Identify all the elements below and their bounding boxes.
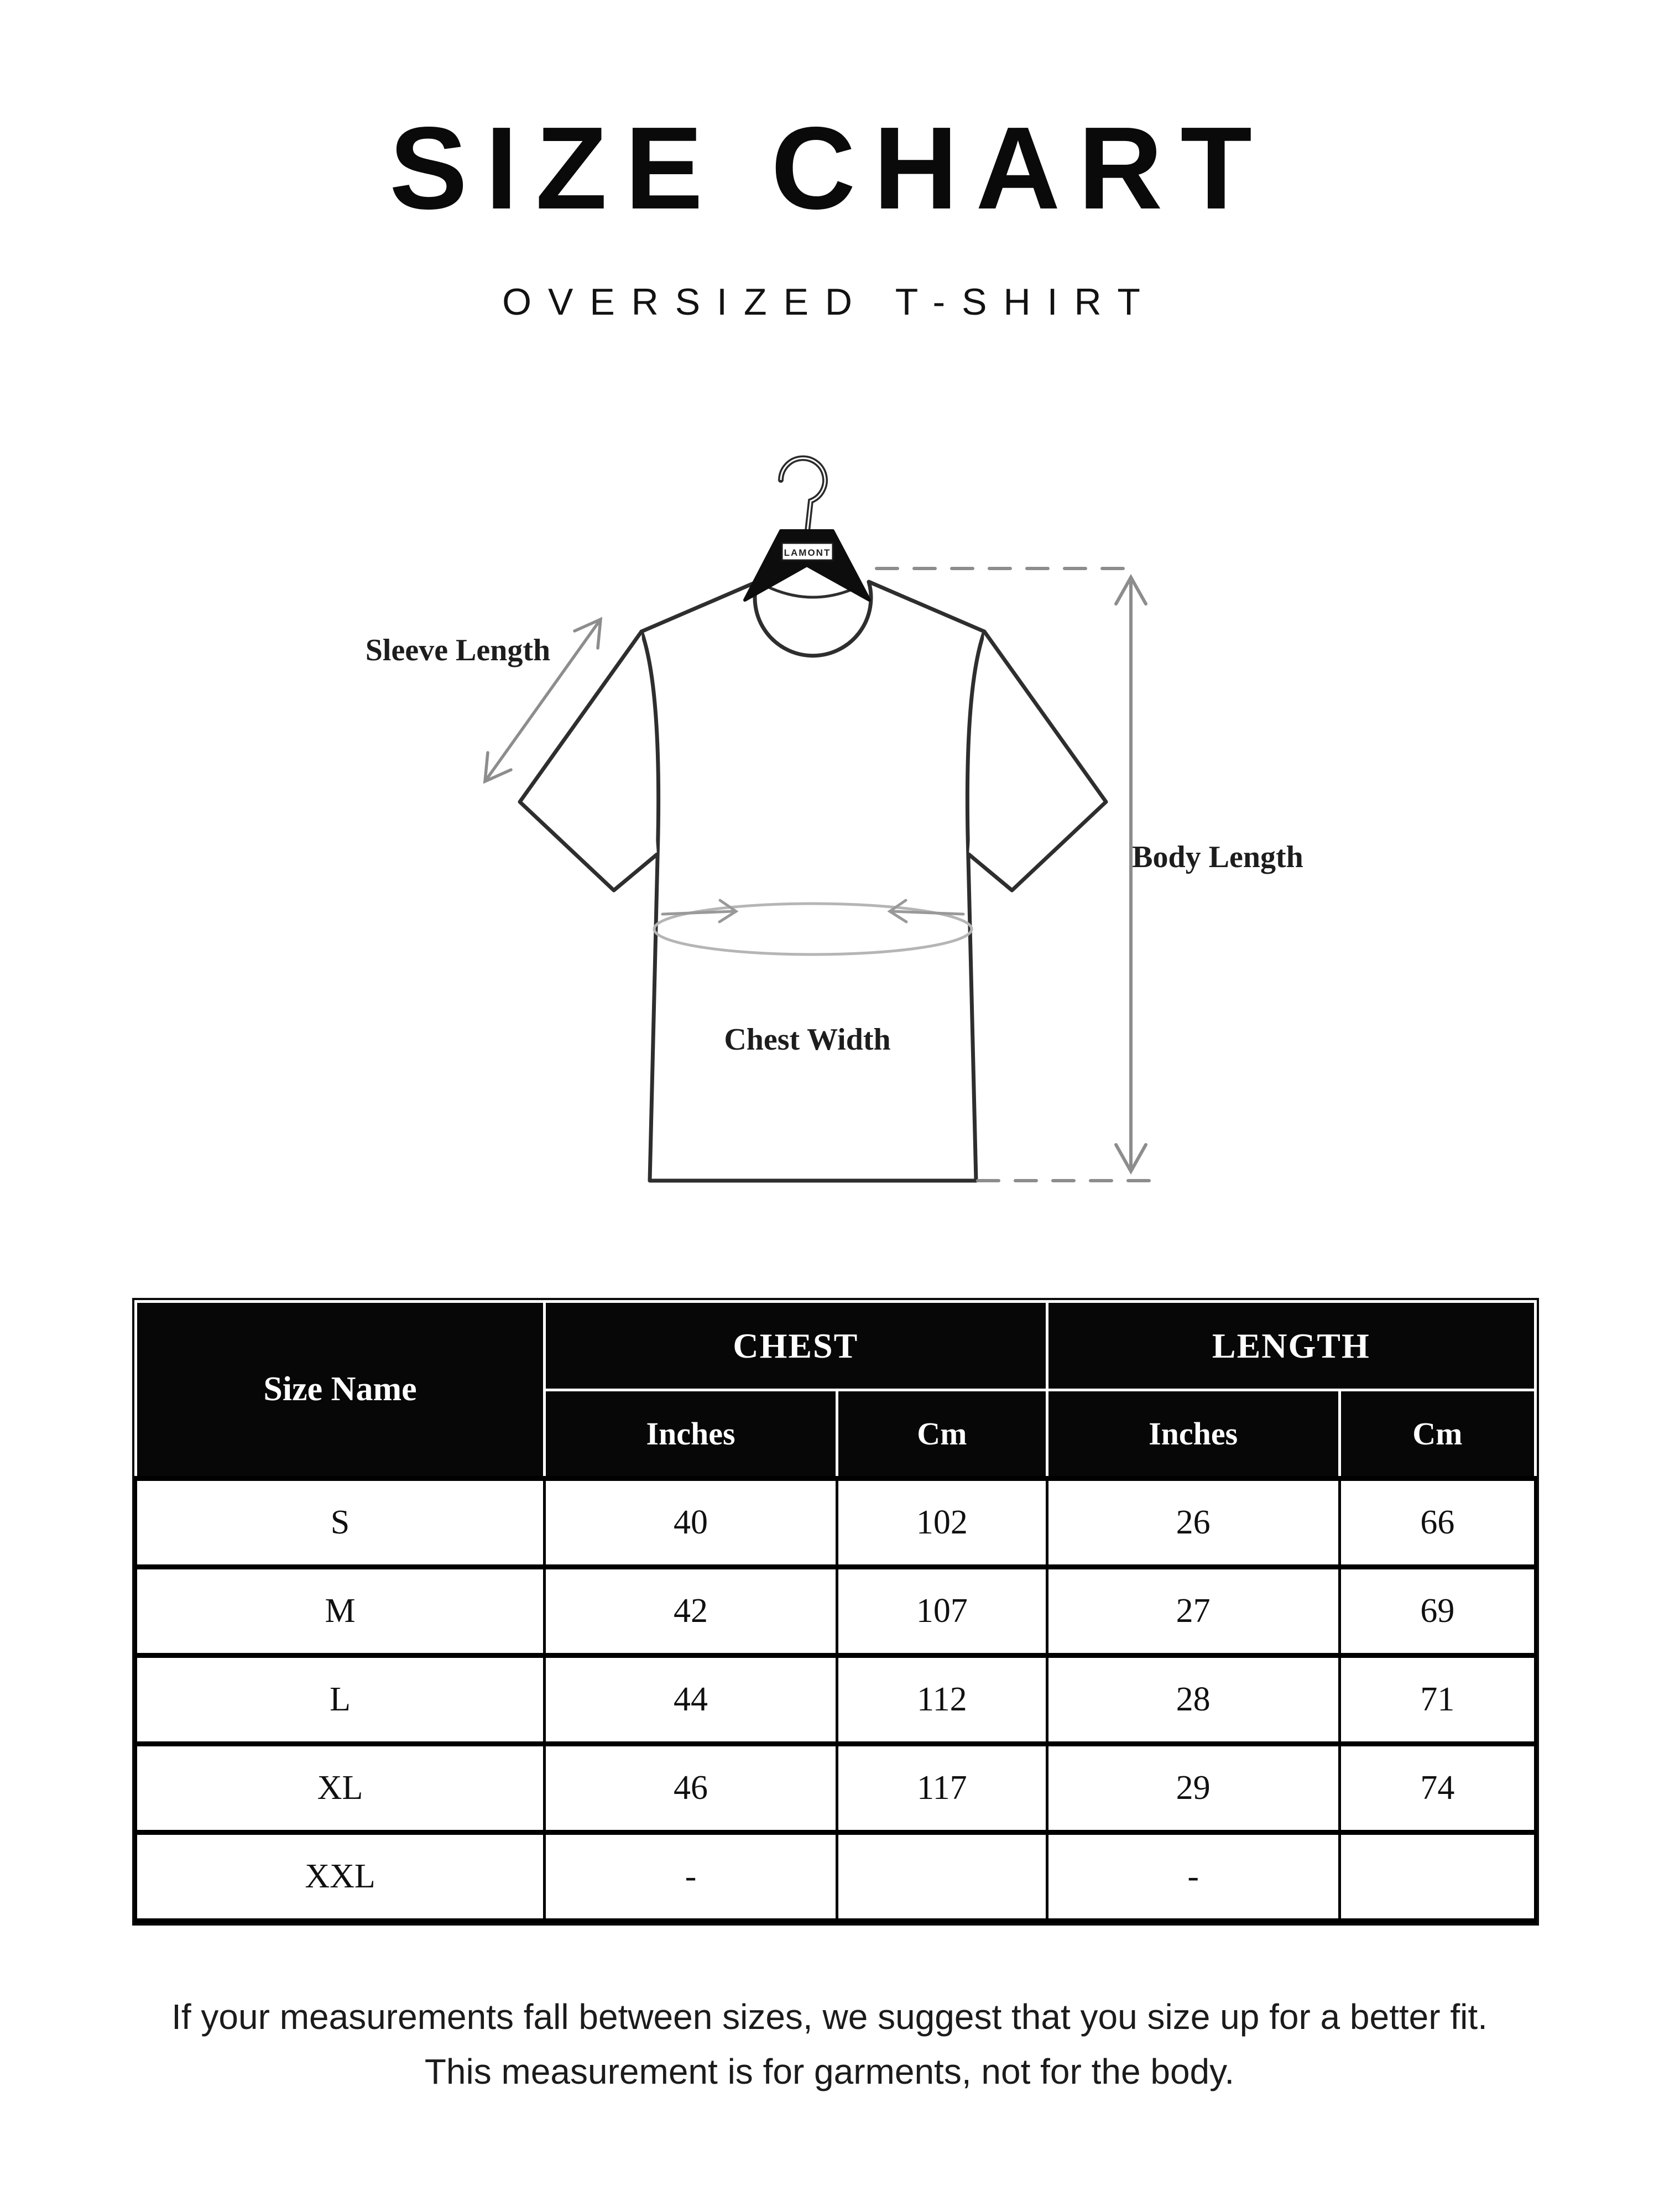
cell-chest-inches: 46 xyxy=(543,1741,839,1835)
body-length-arrowhead-top xyxy=(1114,573,1147,606)
hanger-label-text: LAMONT xyxy=(784,547,831,558)
cell-chest-inches: 44 xyxy=(543,1653,839,1746)
size-table-body: S 40 102 26 66 M 42 107 27 69 L 44 112 2… xyxy=(134,1476,1537,1923)
cell-chest-cm: 117 xyxy=(836,1741,1048,1835)
footer-line-1: If your measurements fall between sizes,… xyxy=(171,1997,1488,2037)
cell-length-cm xyxy=(1338,1830,1537,1923)
header-chest: CHEST xyxy=(543,1300,1048,1391)
chest-arrow-right xyxy=(891,910,965,916)
sleeve-length-arrow xyxy=(483,618,602,783)
footer-note: If your measurements fall between sizes,… xyxy=(0,1990,1659,2099)
cell-chest-cm: 102 xyxy=(836,1476,1048,1569)
hanger-hook-highlight xyxy=(780,457,826,531)
cell-length-inches: 27 xyxy=(1045,1564,1341,1658)
sleeve-length-label: Sleeve Length xyxy=(366,633,550,667)
cell-length-cm: 66 xyxy=(1338,1476,1537,1569)
cell-size-name: S xyxy=(134,1476,546,1569)
measurement-guides xyxy=(483,567,1162,1182)
chest-arrowhead-right-pointing xyxy=(718,899,739,924)
tshirt-outline xyxy=(518,580,1108,1183)
sleeve-arrowhead-bottom xyxy=(483,751,513,784)
cell-size-name: XXL xyxy=(134,1830,546,1923)
cell-length-inches: 28 xyxy=(1045,1653,1341,1746)
cell-length-cm: 74 xyxy=(1338,1741,1537,1835)
header-length: LENGTH xyxy=(1045,1300,1537,1391)
header-chest-inches: Inches xyxy=(543,1389,839,1480)
sleeve-arrowhead-top xyxy=(573,617,603,650)
page-subtitle: OVERSIZED T-SHIRT xyxy=(502,281,1157,323)
chest-arrow-left xyxy=(661,910,735,916)
hanger-body xyxy=(743,529,871,602)
size-table: Size Name CHEST LENGTH Inches Cm Inches … xyxy=(134,1300,1537,1923)
collar-back-arc xyxy=(768,586,858,599)
cell-chest-cm xyxy=(836,1830,1048,1923)
table-row: S 40 102 26 66 xyxy=(134,1476,1537,1569)
cell-length-inches: 26 xyxy=(1045,1476,1341,1569)
cell-length-inches: - xyxy=(1045,1830,1341,1923)
body-length-arrowhead-bottom xyxy=(1114,1143,1147,1175)
page-title: SIZE CHART xyxy=(389,102,1270,233)
chest-width-ellipse xyxy=(653,902,973,956)
table-row: XXL - - xyxy=(134,1830,1537,1923)
cell-chest-cm: 107 xyxy=(836,1564,1048,1658)
cell-length-cm: 71 xyxy=(1338,1653,1537,1746)
cell-chest-inches: - xyxy=(543,1830,839,1923)
tshirt-measurement-diagram: LAMONT Sleeve Length Body Length Chest W… xyxy=(366,455,1303,1183)
tshirt-left-sleeve xyxy=(518,629,659,893)
hanger-label-plate xyxy=(781,542,834,561)
footer-line-2: This measurement is for garments, not fo… xyxy=(424,2052,1235,2092)
tshirt-body xyxy=(639,580,987,1183)
cell-size-name: M xyxy=(134,1564,546,1658)
cell-chest-inches: 40 xyxy=(543,1476,839,1569)
hanger: LAMONT xyxy=(743,455,871,602)
chest-width-label: Chest Width xyxy=(724,1022,890,1057)
table-row: M 42 107 27 69 xyxy=(134,1564,1537,1658)
chest-arrowhead-left-pointing xyxy=(887,899,908,924)
tshirt-right-sleeve xyxy=(967,629,1108,893)
cell-chest-cm: 112 xyxy=(836,1653,1048,1746)
cell-chest-inches: 42 xyxy=(543,1564,839,1658)
size-table-wrap: Size Name CHEST LENGTH Inches Cm Inches … xyxy=(132,1298,1539,1926)
cell-length-inches: 29 xyxy=(1045,1741,1341,1835)
table-row: XL 46 117 29 74 xyxy=(134,1741,1537,1835)
header-length-cm: Cm xyxy=(1338,1389,1537,1480)
cell-size-name: XL xyxy=(134,1741,546,1835)
size-table-header: Size Name CHEST LENGTH Inches Cm Inches … xyxy=(134,1300,1537,1480)
cell-size-name: L xyxy=(134,1653,546,1746)
body-length-label: Body Length xyxy=(1132,840,1303,874)
chest-width-arrows xyxy=(661,899,965,924)
table-row: L 44 112 28 71 xyxy=(134,1653,1537,1746)
header-length-inches: Inches xyxy=(1045,1389,1341,1480)
cell-length-cm: 69 xyxy=(1338,1564,1537,1658)
hanger-hook-icon xyxy=(778,455,828,534)
header-chest-cm: Cm xyxy=(836,1389,1048,1480)
header-size-name: Size Name xyxy=(134,1300,546,1480)
